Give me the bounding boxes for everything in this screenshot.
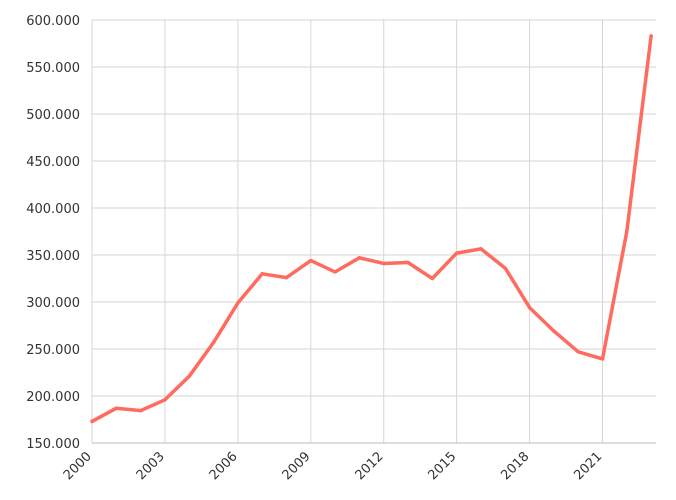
data-point	[576, 350, 580, 354]
y-gridlines	[92, 19, 656, 444]
series-line	[90, 34, 653, 424]
data-point	[90, 419, 94, 424]
data-point	[430, 276, 435, 281]
x-tick-label: 2021	[571, 449, 605, 483]
x-tick-label: 2018	[498, 449, 532, 483]
data-point	[600, 357, 605, 361]
data-point	[381, 261, 386, 266]
y-tick-label: 600.000	[26, 14, 80, 29]
data-point	[187, 374, 191, 379]
data-point	[163, 398, 167, 402]
x-tick-label: 2003	[134, 449, 168, 483]
data-point	[527, 305, 532, 310]
y-tick-label: 250.000	[26, 343, 80, 358]
data-point	[454, 251, 459, 255]
data-point	[211, 340, 216, 345]
data-point	[552, 329, 556, 333]
data-point	[357, 256, 362, 260]
y-tick-label: 200.000	[26, 390, 80, 405]
y-tick-label: 150.000	[26, 437, 80, 452]
data-point	[479, 247, 483, 251]
series-layer	[90, 34, 653, 424]
data-point	[625, 229, 629, 234]
x-tick-label: 2015	[425, 449, 459, 483]
x-tick-label: 2006	[207, 449, 241, 483]
x-gridlines	[91, 20, 604, 443]
data-point	[236, 301, 240, 305]
y-tick-label: 300.000	[26, 296, 80, 311]
y-tick-label: 400.000	[26, 202, 80, 217]
data-point	[649, 34, 653, 38]
x-tick-label: 2009	[280, 449, 314, 483]
data-point	[114, 406, 119, 410]
data-point	[406, 260, 410, 265]
y-tick-label: 350.000	[26, 249, 80, 264]
y-tick-label: 500.000	[26, 108, 80, 123]
x-tick-label: 2000	[61, 449, 95, 483]
data-point	[503, 266, 508, 270]
y-axis-tick-labels: 150.000 200.000 250.000 300.000 350.000 400.0…	[26, 14, 80, 452]
data-point	[260, 272, 264, 276]
y-tick-label: 550.000	[26, 61, 80, 76]
data-point	[138, 408, 143, 413]
data-point	[309, 258, 313, 263]
x-axis-tick-labels: 2000 2003 2006 2009 2012 2015 2018 2021	[61, 449, 606, 483]
y-tick-label: 450.000	[26, 155, 80, 170]
data-point	[333, 270, 337, 274]
x-tick-label: 2012	[353, 449, 387, 483]
data-point	[284, 275, 289, 280]
